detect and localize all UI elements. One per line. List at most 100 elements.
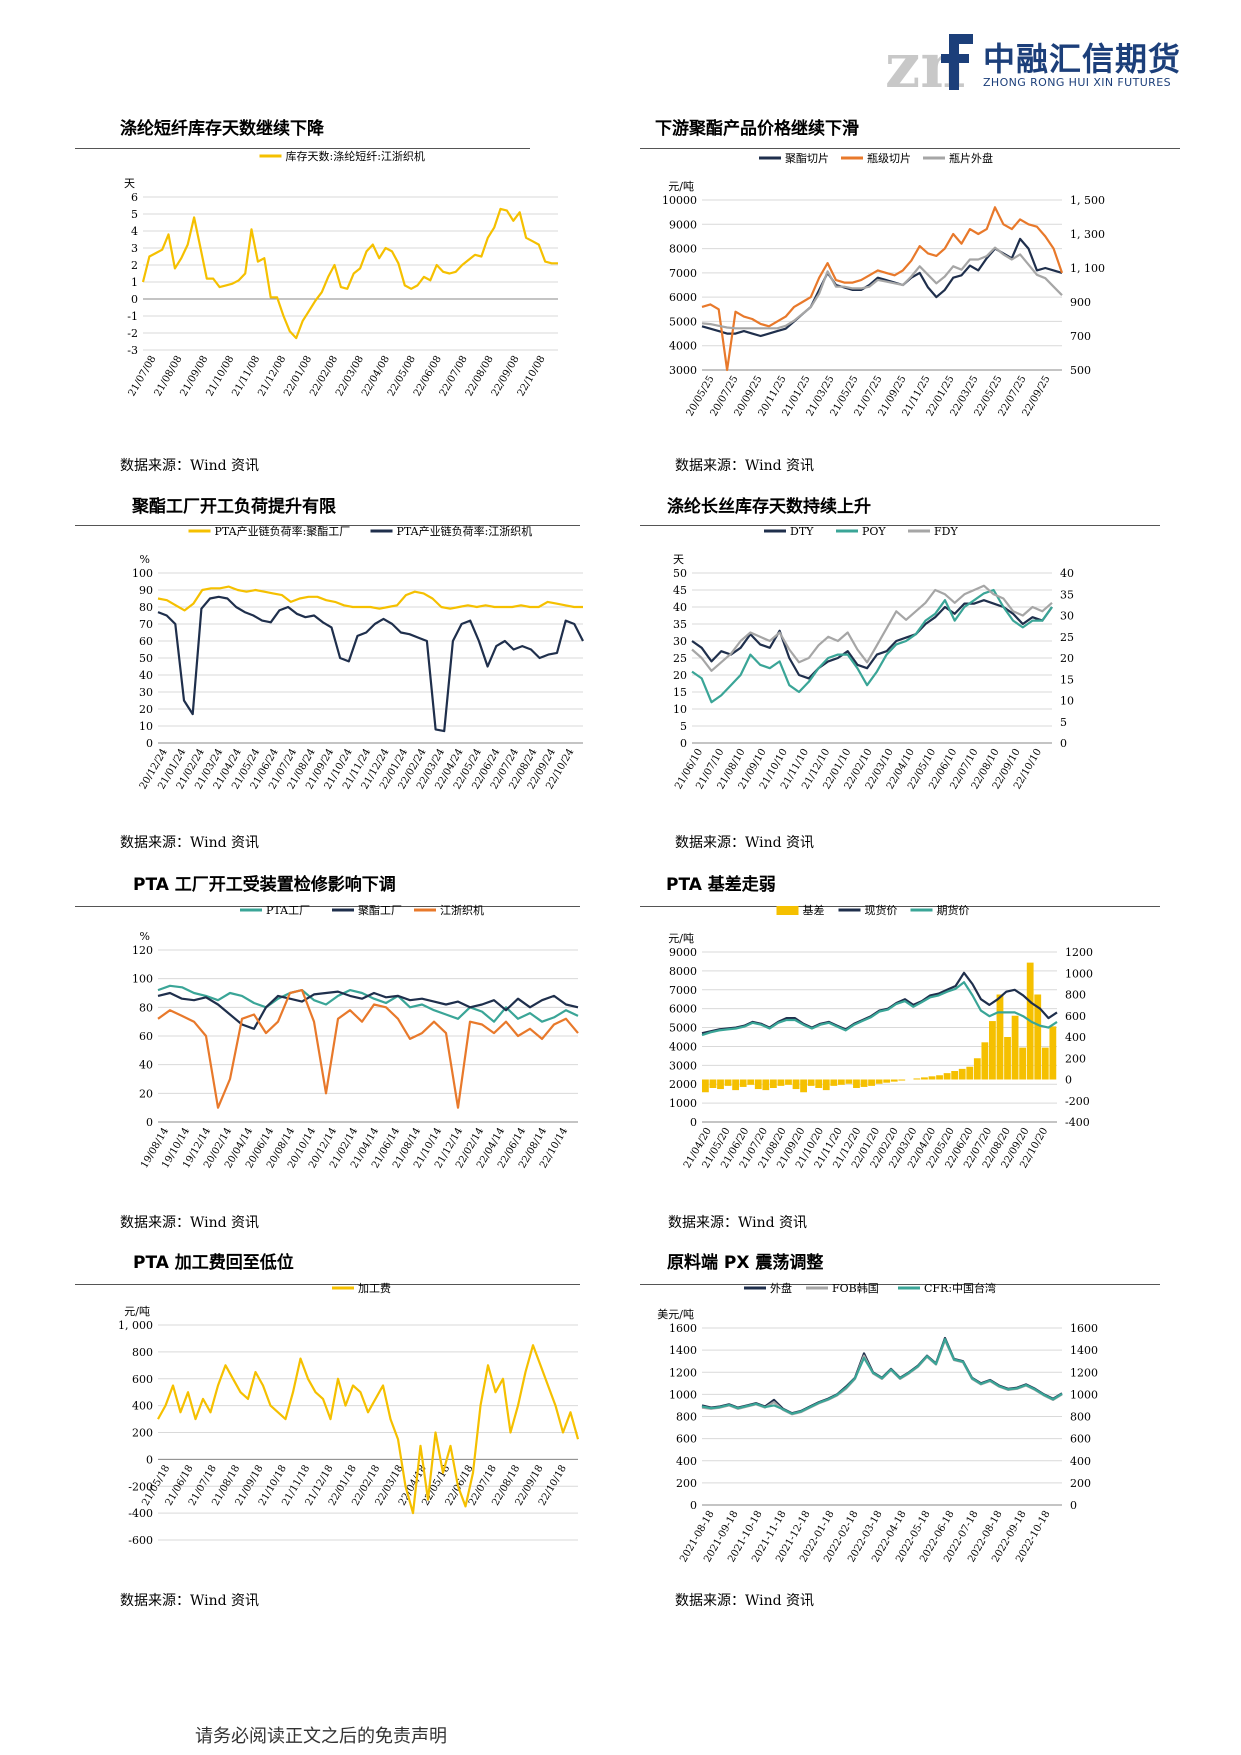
y-tick-label: 100 [132, 973, 153, 986]
y-tick-label: 4000 [669, 340, 697, 353]
y-tick-label: 30 [673, 635, 687, 648]
y-tick-label: -400 [128, 1507, 153, 1520]
y-tick-label: 50 [139, 652, 153, 665]
series-line [157, 1344, 580, 1515]
y-tick-label: 60 [139, 1030, 153, 1043]
y-tick-label: 4 [131, 225, 138, 238]
bar [724, 1079, 732, 1086]
y-unit-label: 天 [673, 553, 684, 566]
series-line [701, 1336, 1063, 1415]
bar [875, 1079, 883, 1084]
bar [981, 1042, 989, 1080]
y-unit-label: 元/吨 [668, 932, 694, 945]
y2-tick-label: 800 [1070, 1411, 1091, 1424]
legend-label: POY [862, 525, 886, 538]
bar [1011, 1015, 1019, 1080]
y2-tick-label: 1200 [1065, 946, 1093, 959]
y-tick-label: 8000 [669, 243, 697, 256]
bar [717, 1079, 724, 1090]
y-tick-label: 600 [676, 1433, 697, 1446]
legend-swatch [776, 906, 799, 915]
legend-label: 外盘 [770, 1281, 792, 1295]
y2-tick-label: 600 [1070, 1433, 1091, 1446]
section-divider [75, 1284, 580, 1285]
section-divider [640, 525, 1160, 526]
y-tick-label: 5 [680, 720, 687, 733]
y-tick-label: 1000 [669, 1388, 697, 1401]
y2-tick-label: 500 [1070, 364, 1091, 377]
chart-title: PTA 加工费回至低位 [133, 1253, 294, 1273]
legend-label: DTY [790, 525, 814, 538]
bar [769, 1079, 777, 1088]
y2-tick-label: 20 [1060, 652, 1074, 665]
y2-tick-label: 35 [1060, 588, 1074, 601]
y-tick-label: 6000 [669, 291, 697, 304]
data-source: 数据来源：Wind 资讯 [668, 1215, 808, 1231]
y2-tick-label: 800 [1065, 989, 1086, 1002]
brand-logo: zn 中融汇信期货 ZHONG RONG HUI XIN FUTURES [885, 30, 1185, 100]
y-tick-label: 5000 [669, 315, 697, 328]
y-tick-label: 10000 [662, 194, 697, 207]
y-tick-label: 3000 [669, 364, 697, 377]
y-tick-label: 60 [139, 635, 153, 648]
y-tick-label: 0 [146, 1453, 153, 1466]
legend-label: 聚酯工厂 [358, 904, 402, 917]
y-tick-label: -600 [128, 1534, 153, 1547]
bar [709, 1079, 717, 1088]
y-tick-label: 1, 000 [118, 1319, 153, 1332]
y-tick-label: 40 [673, 601, 687, 614]
y2-tick-label: 1000 [1070, 1388, 1098, 1401]
bar [890, 1079, 898, 1082]
section-divider [640, 906, 1160, 907]
y-tick-label: 10 [673, 703, 687, 716]
bar [762, 1079, 770, 1091]
y-tick-label: -3 [127, 344, 138, 357]
y-tick-label: 90 [139, 584, 153, 597]
y2-tick-label: -200 [1065, 1095, 1090, 1108]
y-tick-label: 1 [131, 276, 138, 289]
y-unit-label: 天 [124, 177, 135, 190]
bar [1034, 994, 1042, 1080]
series-line [691, 584, 1053, 672]
chart-c6: 元/吨9000800070006000500040003000200010000… [668, 903, 1093, 1170]
section-divider [640, 1284, 1160, 1285]
y-tick-label: 1400 [669, 1344, 697, 1357]
series-line [701, 1337, 1063, 1415]
legend-label: 瓶片外盘 [949, 151, 993, 165]
footer-disclaimer: 请务必阅读正文之后的免责声明 [195, 1726, 447, 1747]
bar [830, 1079, 838, 1086]
legend-label: 加工费 [358, 1282, 391, 1295]
bar [913, 1078, 921, 1080]
y-tick-label: 0 [131, 293, 138, 306]
y-tick-label: 6 [131, 191, 138, 204]
data-source: 数据来源：Wind 资讯 [120, 835, 260, 851]
bar [800, 1079, 807, 1093]
y-tick-label: 8000 [669, 965, 697, 978]
data-source: 数据来源：Wind 资讯 [120, 458, 260, 474]
section-divider [75, 906, 580, 907]
chart-title: 涤纶短纤库存天数继续下降 [120, 119, 324, 139]
chart-c1: 天6543210-1-2-321/07/0821/08/0821/09/0821… [124, 149, 558, 398]
data-source: 数据来源：Wind 资讯 [675, 835, 815, 851]
y-tick-label: 3000 [669, 1059, 697, 1072]
series-line [701, 981, 1058, 1037]
y2-tick-label: 200 [1070, 1477, 1091, 1490]
y-tick-label: 80 [139, 601, 153, 614]
y-unit-label: 元/吨 [668, 180, 694, 193]
bar [883, 1079, 891, 1083]
y-tick-label: 400 [132, 1400, 153, 1413]
bar [868, 1079, 875, 1086]
chart-c5: %12010080604020019/08/1419/10/1419/12/14… [132, 903, 579, 1170]
y-unit-label: % [140, 930, 150, 943]
data-source: 数据来源：Wind 资讯 [120, 1215, 260, 1231]
y-tick-label: 40 [139, 1059, 153, 1072]
y2-tick-label: 1600 [1070, 1322, 1098, 1335]
y-tick-label: 600 [132, 1373, 153, 1386]
legend-label: PTA产业链负荷率:聚酯工厂 [215, 524, 351, 538]
bar [860, 1079, 868, 1087]
y-tick-label: 9000 [669, 218, 697, 231]
bar [853, 1079, 860, 1088]
bar [1049, 1026, 1057, 1080]
bar [928, 1076, 936, 1080]
